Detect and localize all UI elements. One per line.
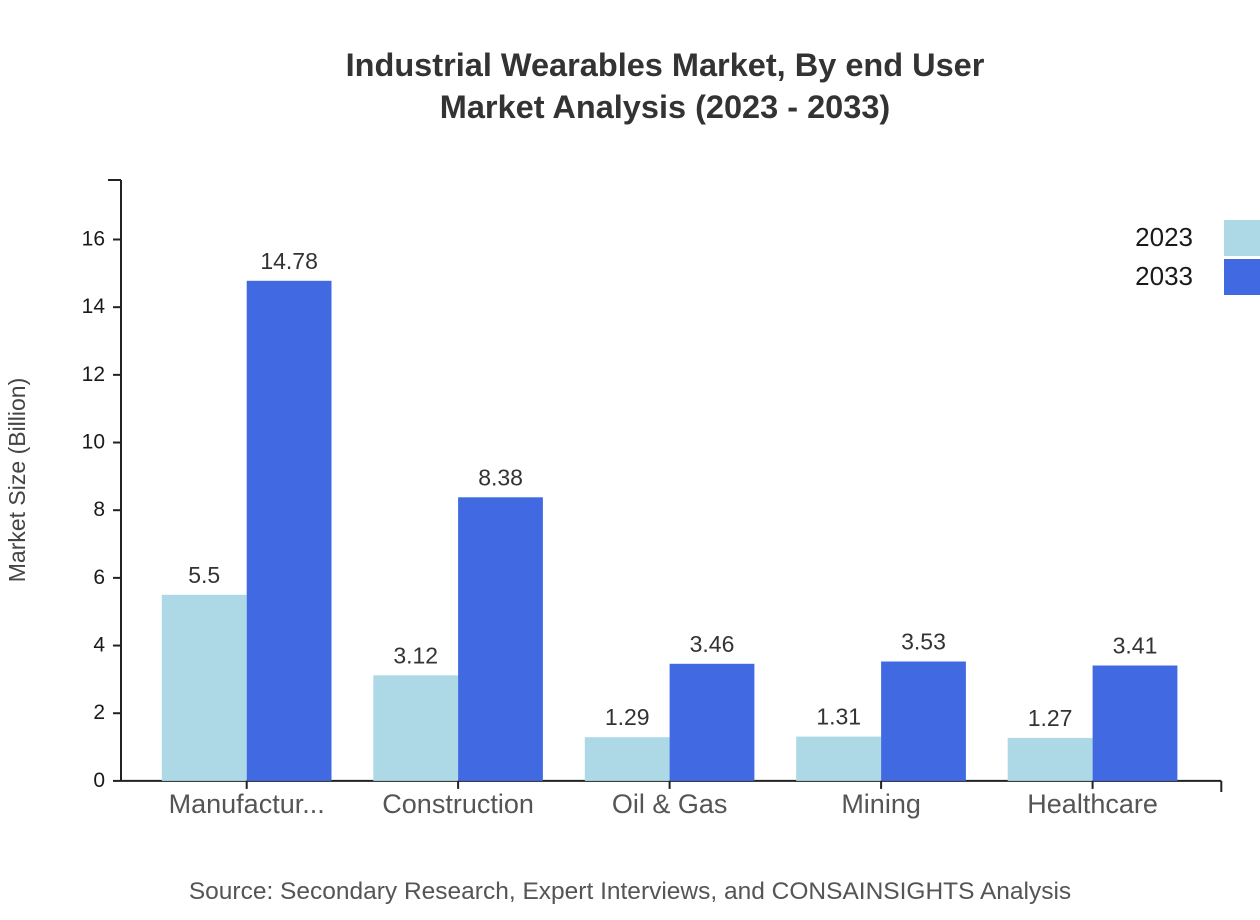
svg-text:Oil & Gas: Oil & Gas	[612, 789, 728, 819]
svg-text:2023: 2023	[1135, 222, 1193, 252]
svg-text:6: 6	[93, 566, 105, 589]
svg-text:12: 12	[82, 363, 105, 386]
svg-text:8.38: 8.38	[478, 464, 523, 490]
svg-text:14: 14	[82, 295, 106, 318]
svg-text:Market Size (Billion): Market Size (Billion)	[4, 378, 30, 583]
svg-text:1.27: 1.27	[1028, 705, 1073, 731]
svg-text:0: 0	[93, 769, 105, 792]
svg-text:14.78: 14.78	[260, 248, 318, 274]
svg-text:5.5: 5.5	[188, 562, 220, 588]
svg-text:Construction: Construction	[382, 789, 534, 819]
svg-text:3.12: 3.12	[393, 642, 438, 668]
svg-text:16: 16	[82, 228, 105, 251]
svg-text:2033: 2033	[1135, 261, 1193, 291]
svg-text:4: 4	[93, 634, 105, 657]
svg-text:2: 2	[93, 701, 105, 724]
svg-text:3.46: 3.46	[690, 631, 735, 657]
svg-text:3.41: 3.41	[1113, 633, 1158, 659]
svg-text:1.29: 1.29	[605, 704, 650, 730]
svg-text:10: 10	[82, 431, 105, 454]
svg-text:Healthcare: Healthcare	[1027, 789, 1158, 819]
svg-text:1.31: 1.31	[816, 704, 861, 730]
svg-text:Mining: Mining	[841, 789, 921, 819]
svg-text:8: 8	[93, 498, 105, 521]
svg-text:3.53: 3.53	[901, 629, 946, 655]
svg-text:Manufactur...: Manufactur...	[169, 789, 325, 819]
